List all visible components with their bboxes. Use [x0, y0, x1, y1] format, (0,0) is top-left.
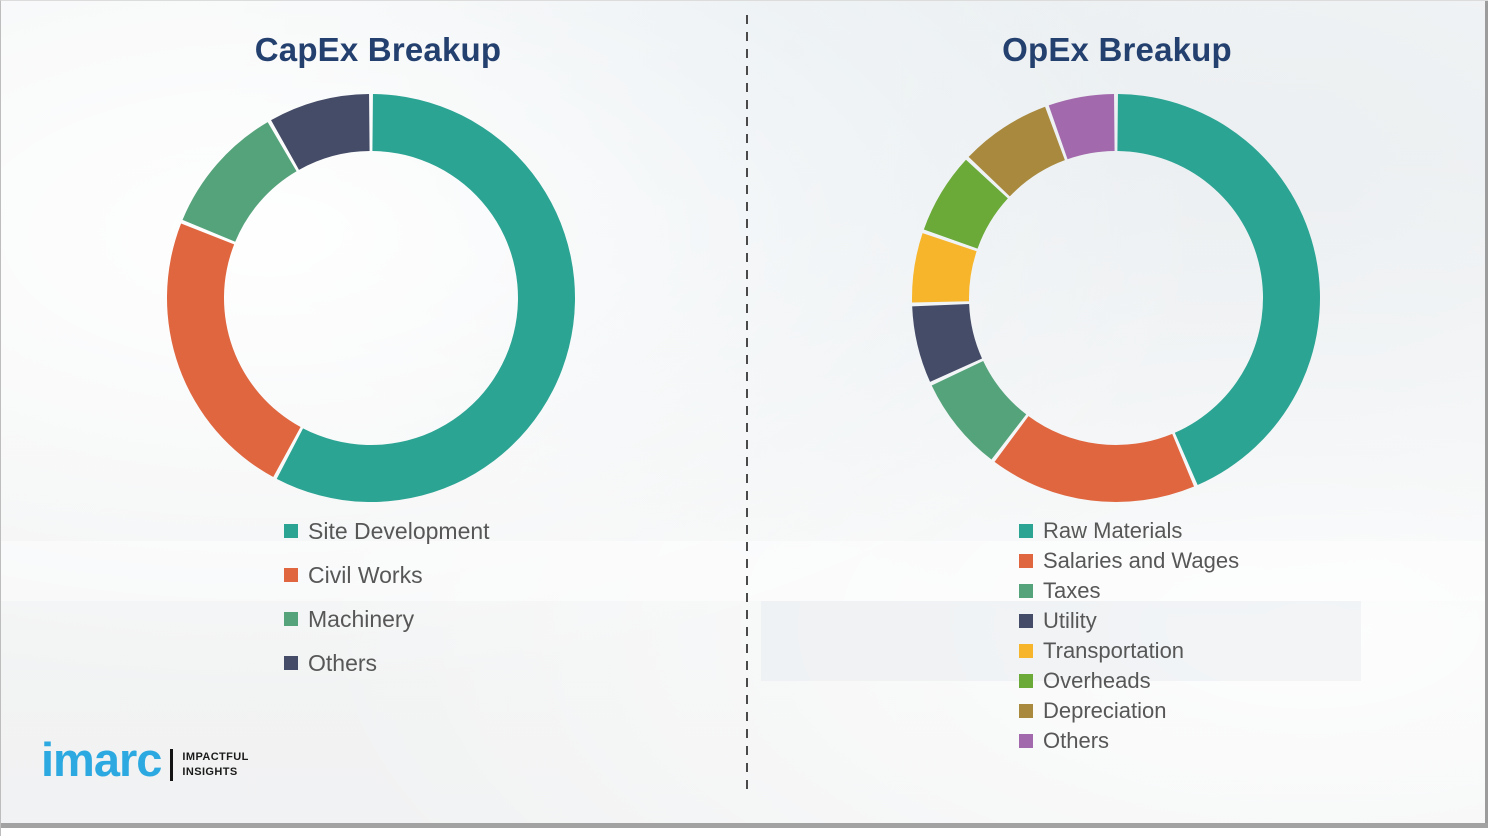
capex-breakup-segment-site-development [276, 94, 576, 503]
legend-swatch-raw-materials [1019, 524, 1033, 538]
opex-breakup-segment-raw-materials [1117, 94, 1320, 485]
legend-item-site-development: Site Development [284, 509, 490, 553]
legend-swatch-machinery [284, 612, 298, 626]
legend-swatch-depreciation [1019, 704, 1033, 718]
legend-label: Site Development [308, 517, 490, 544]
opex-donut-chart [912, 94, 1320, 503]
legend-item-salaries-and-wages: Salaries and Wages [1019, 546, 1239, 576]
legend-item-raw-materials: Raw Materials [1019, 516, 1239, 546]
legend-swatch-taxes [1019, 584, 1033, 598]
legend-item-machinery: Machinery [284, 597, 490, 641]
legend-item-depreciation: Depreciation [1019, 696, 1239, 726]
legend-label: Taxes [1043, 578, 1101, 603]
capex-legend: Site Development Civil Works Machinery Othe… [284, 509, 490, 685]
capex-chart-title: CapEx Breakup [254, 31, 502, 68]
frame-margin-bottom [1, 828, 1488, 836]
logo-tagline-line1: IMPACTFUL [182, 751, 249, 764]
frame-border-right [1485, 1, 1488, 827]
opex-breakup-segment-others [1048, 94, 1115, 160]
legend-swatch-overheads [1019, 674, 1033, 688]
legend-swatch-others [1019, 734, 1033, 748]
legend-label: Others [1043, 728, 1110, 753]
opex-breakup-segment-transportation [912, 233, 977, 303]
legend-label: Civil Works [308, 561, 423, 588]
opex-breakup-segment-taxes [931, 361, 1027, 460]
legend-item-transportation: Transportation [1019, 636, 1239, 666]
legend-label: Raw Materials [1043, 518, 1183, 543]
capex-donut-chart [166, 94, 576, 503]
legend-swatch-salaries-and-wages [1019, 554, 1033, 568]
opex-breakup-segment-salaries-and-wages [994, 416, 1195, 503]
opex-breakup-segment-overheads [923, 159, 1008, 249]
legend-swatch-site-development [284, 524, 298, 538]
imarc-brand-wordmark: imarc [41, 733, 162, 786]
background-band [1, 541, 1488, 601]
logo-separator-bar [170, 748, 174, 781]
legend-label: Overheads [1043, 668, 1151, 693]
imarc-logo: imarc IMPACTFUL INSIGHTS [41, 736, 249, 787]
legend-swatch-utility [1019, 614, 1033, 628]
legend-label: Others [308, 649, 378, 676]
legend-swatch-others [284, 656, 298, 670]
legend-swatch-transportation [1019, 644, 1033, 658]
legend-label: Salaries and Wages [1043, 548, 1240, 573]
legend-item-others: Others [1019, 726, 1239, 756]
legend-item-others: Others [284, 641, 490, 685]
legend-label: Transportation [1043, 638, 1185, 663]
logo-tagline: IMPACTFUL INSIGHTS [182, 750, 248, 779]
legend-label: Machinery [308, 605, 415, 632]
background-band [761, 601, 1361, 681]
capex-breakup-segment-machinery [182, 122, 297, 242]
logo-tagline-line2: INSIGHTS [182, 765, 238, 778]
opex-chart-title: OpEx Breakup [1002, 31, 1232, 68]
legend-item-utility: Utility [1019, 606, 1239, 636]
legend-item-overheads: Overheads [1019, 666, 1239, 696]
legend-swatch-civil-works [284, 568, 298, 582]
legend-item-taxes: Taxes [1019, 576, 1239, 606]
legend-item-civil-works: Civil Works [284, 553, 490, 597]
opex-legend: Raw Materials Salaries and Wages Taxes Util… [1019, 516, 1239, 756]
frame-border-bottom [1, 823, 1488, 828]
capex-breakup-segment-civil-works [166, 223, 301, 478]
dashed-divider-line [746, 15, 748, 791]
legend-label: Depreciation [1043, 698, 1167, 723]
opex-breakup-segment-depreciation [968, 106, 1065, 197]
opex-breakup-segment-utility [912, 304, 983, 382]
capex-breakup-segment-others [271, 94, 370, 170]
legend-label: Utility [1043, 608, 1097, 633]
